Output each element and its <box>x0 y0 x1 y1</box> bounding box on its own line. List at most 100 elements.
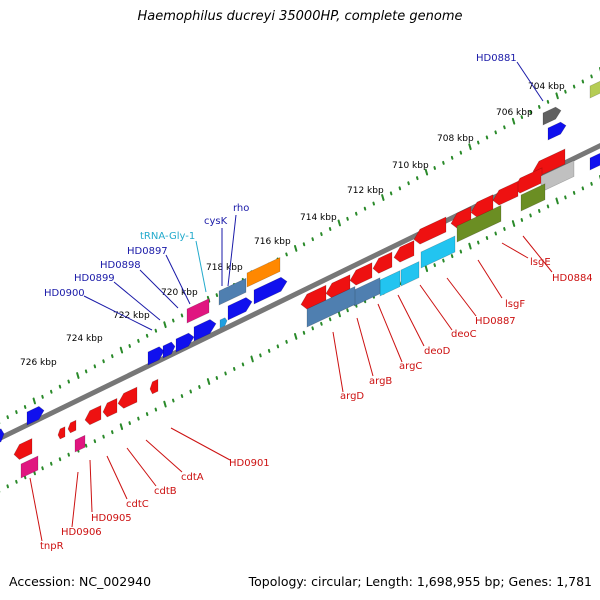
gene-feature[interactable] <box>456 204 502 243</box>
gene-feature[interactable] <box>57 426 66 440</box>
minor-tick <box>145 412 149 417</box>
minor-tick <box>111 354 114 359</box>
minor-tick <box>485 135 489 140</box>
gene-label[interactable]: HD0899 <box>74 273 115 284</box>
label-leader <box>89 459 93 513</box>
gene-label[interactable]: cdtA <box>181 472 204 483</box>
minor-tick <box>137 416 140 421</box>
major-tick <box>294 245 298 252</box>
minor-tick <box>6 484 9 489</box>
minor-tick <box>137 338 140 343</box>
gene-feature[interactable] <box>520 183 546 212</box>
gene-feature[interactable] <box>492 180 519 206</box>
gene-feature[interactable] <box>227 297 253 321</box>
gene-feature[interactable] <box>306 285 356 328</box>
gene-feature[interactable] <box>102 397 118 418</box>
gene-feature[interactable] <box>175 332 195 353</box>
gene-label[interactable]: rho <box>233 203 249 214</box>
gene-feature[interactable] <box>0 428 5 445</box>
gene-label[interactable]: deoD <box>424 346 451 357</box>
gene-feature[interactable] <box>67 419 77 434</box>
major-tick <box>294 333 298 340</box>
gene-label[interactable]: HD0901 <box>229 458 270 469</box>
gene-feature[interactable] <box>420 235 456 269</box>
gene-feature[interactable] <box>542 106 562 126</box>
label-leader <box>139 269 179 309</box>
gene-label[interactable]: argC <box>399 361 422 372</box>
gene-label[interactable]: cdtB <box>154 486 177 497</box>
gene-label[interactable]: argB <box>369 376 392 387</box>
minor-tick <box>50 389 53 394</box>
gene-label[interactable]: lsgE <box>530 257 551 268</box>
major-tick <box>337 310 341 318</box>
genome-backbone <box>0 142 600 442</box>
gene-feature[interactable] <box>547 121 567 141</box>
gene-feature[interactable] <box>218 277 247 306</box>
major-tick <box>555 197 559 205</box>
gene-feature[interactable] <box>470 194 494 218</box>
gene-feature[interactable] <box>74 434 86 453</box>
major-tick <box>555 92 559 100</box>
gene-feature[interactable] <box>84 405 102 426</box>
minor-tick <box>564 195 567 200</box>
gene-feature[interactable] <box>589 153 600 171</box>
gene-feature[interactable] <box>400 261 420 287</box>
gene-feature[interactable] <box>20 455 39 479</box>
gene-feature[interactable] <box>413 216 447 245</box>
minor-tick <box>564 89 567 94</box>
gene-label[interactable]: deoC <box>451 329 477 340</box>
gene-feature[interactable] <box>147 346 165 366</box>
gene-label[interactable]: tnpR <box>40 541 64 552</box>
gene-label[interactable]: HD0897 <box>127 246 168 257</box>
gene-feature[interactable] <box>219 317 228 329</box>
gene-label[interactable]: argD <box>340 391 364 402</box>
label-leaders <box>29 61 553 542</box>
gene-label[interactable]: HD0881 <box>476 53 517 64</box>
minor-tick <box>346 216 349 221</box>
gene-feature[interactable] <box>193 319 217 342</box>
minor-tick <box>241 362 245 367</box>
gene-label[interactable]: tRNA-Gly-1 <box>140 231 195 242</box>
gene-label[interactable]: cdtC <box>126 499 149 510</box>
kbp-tick-label: 724 kbp <box>66 334 103 344</box>
gene-label[interactable]: HD0900 <box>44 288 85 299</box>
gene-label[interactable]: HD0905 <box>91 513 132 524</box>
gene-feature[interactable] <box>246 257 281 288</box>
gene-feature[interactable] <box>162 341 176 359</box>
gene-feature[interactable] <box>349 262 373 286</box>
gene-feature[interactable] <box>26 406 45 426</box>
gene-feature[interactable] <box>300 284 327 310</box>
minor-tick <box>442 258 445 263</box>
minor-tick <box>372 201 375 206</box>
gene-label[interactable]: HD0884 <box>552 273 593 284</box>
minor-tick <box>180 313 184 318</box>
gene-feature[interactable] <box>13 438 33 460</box>
gene-label[interactable]: cysK <box>204 216 228 227</box>
kbp-tick-label: 726 kbp <box>20 358 57 368</box>
gene-feature[interactable] <box>372 251 393 274</box>
minor-tick <box>503 125 506 130</box>
gene-feature[interactable] <box>149 378 159 395</box>
gene-feature[interactable] <box>379 270 401 297</box>
minor-tick <box>450 254 454 259</box>
minor-tick <box>259 353 262 358</box>
gene-feature[interactable] <box>117 386 138 409</box>
minor-tick <box>485 236 489 241</box>
gene-feature[interactable] <box>186 298 210 324</box>
minor-tick <box>546 99 550 104</box>
gene-feature[interactable] <box>253 276 288 305</box>
major-tick <box>250 355 254 363</box>
gene-label[interactable]: lsgF <box>505 299 525 310</box>
gene-label[interactable]: HD0898 <box>100 260 141 271</box>
kbp-tick-label: 710 kbp <box>392 161 429 171</box>
gene-feature[interactable] <box>513 167 543 194</box>
minor-tick <box>311 237 314 242</box>
minor-tick <box>494 231 497 236</box>
minor-tick <box>389 191 393 196</box>
gene-label[interactable]: HD0906 <box>61 527 102 538</box>
gene-feature[interactable] <box>393 240 415 263</box>
gene-feature[interactable] <box>589 81 600 99</box>
accession-text: Accession: NC_002940 <box>9 574 152 589</box>
minor-tick <box>23 405 27 409</box>
gene-label[interactable]: HD0887 <box>475 316 516 327</box>
